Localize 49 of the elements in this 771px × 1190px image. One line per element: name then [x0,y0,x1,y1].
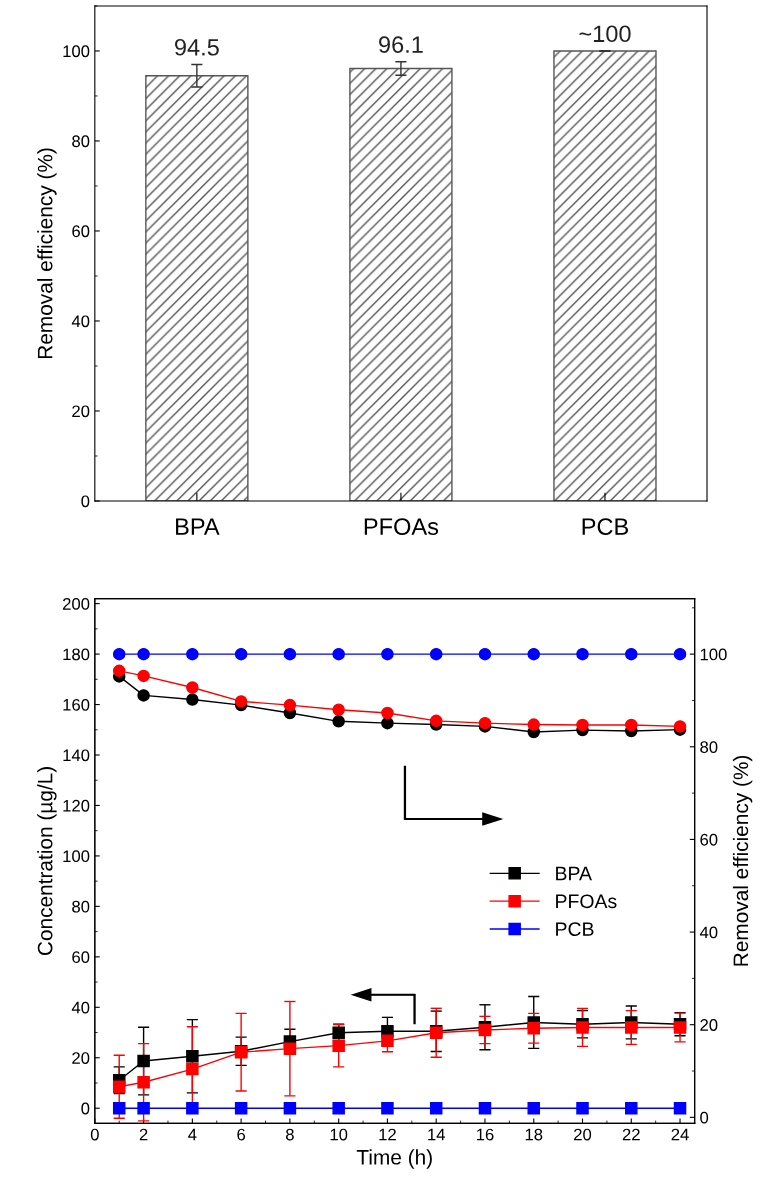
legend-label: PCB [556,922,594,937]
x-tick-label: 4 [188,1128,197,1141]
data-label: 94.5 [174,38,219,56]
x-tick-label: 8 [285,1128,294,1141]
y-tick-label: 0 [81,495,90,508]
x-tick-label: 10 [330,1128,348,1141]
y-tick-label: 60 [72,951,90,964]
y-tick-label: 0 [81,1102,90,1115]
x-tick-label: BPA [176,518,220,535]
legend-label: PFOAs [556,894,617,909]
y-axis-title: Removal efficiency (%) [37,148,57,359]
y2-tick-label: 60 [700,833,718,846]
y-tick-label: 140 [63,749,90,762]
y-tick-label: 40 [71,1001,90,1014]
y2-tick-label: 40 [699,926,718,939]
x-tick-label: PCB [582,518,628,535]
y-tick-label: 100 [63,45,90,58]
y-axis-title: Concentration (µg/L) [37,767,57,956]
y2-tick-label: 100 [700,648,727,661]
x-tick-label: PFOAs [364,518,439,535]
y-tick-label: 80 [72,135,90,148]
y-tick-label: 160 [63,698,90,711]
y2-tick-label: 20 [700,1019,718,1031]
y-tick-label: 120 [63,799,90,812]
y-tick-label: 20 [72,405,90,418]
data-label: ~100 [579,25,631,43]
x-tick-label: 24 [671,1128,689,1141]
x-tick-label: 16 [476,1128,494,1141]
y-tick-label: 100 [63,850,90,863]
x-tick-label: 22 [622,1128,640,1141]
x-tick-label: 2 [139,1128,148,1141]
x-tick-label: 18 [525,1128,543,1141]
y2-tick-label: 80 [700,741,718,753]
y2-tick-label: 0 [700,1111,709,1124]
y-tick-label: 60 [72,225,90,238]
x-tick-label: 0 [90,1128,99,1141]
x-tick-label: 6 [237,1128,246,1141]
x-tick-label: 20 [574,1128,592,1141]
y-tick-label: 80 [72,900,90,913]
y2-axis-title: Removal efficiency (%) [732,755,753,966]
x-tick-label: 14 [428,1128,445,1141]
x-tick-label: 12 [379,1128,396,1141]
x-axis-title: Time (h) [356,1149,432,1169]
data-label: 96.1 [379,36,423,53]
y-tick-label: 40 [71,315,90,328]
legend-label: BPA [556,866,592,881]
y-tick-label: 200 [63,598,90,610]
y-tick-label: 20 [72,1052,90,1064]
y-tick-label: 180 [63,648,90,661]
